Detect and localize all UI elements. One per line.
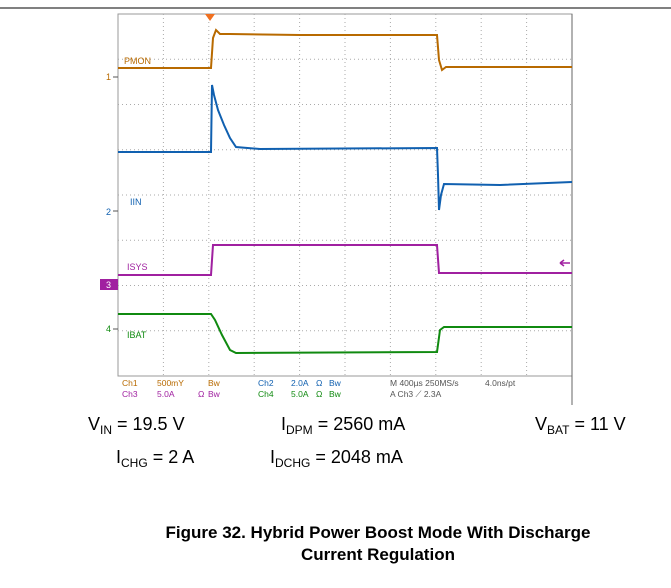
setting: 500mY — [157, 378, 184, 388]
setting: Ω — [198, 389, 204, 399]
setting: Ch2 — [258, 378, 274, 388]
condition: IDPM = 2560 mA — [281, 414, 405, 437]
condition-text: = 2048 mA — [310, 447, 403, 467]
setting: Ch1 — [122, 378, 138, 388]
marker-arrows — [113, 76, 118, 330]
trace-pmon — [118, 28, 572, 72]
condition: IDCHG = 2048 mA — [270, 447, 403, 470]
setting: Ω — [316, 389, 322, 399]
ground-marker: 3 — [106, 280, 111, 290]
setting: Bw — [208, 389, 221, 399]
channel-label: IBAT — [127, 330, 147, 340]
condition-sub: IN — [100, 423, 113, 437]
trace-iin — [118, 84, 573, 211]
trace-ibat — [118, 313, 572, 355]
condition: VIN = 19.5 V — [88, 414, 185, 437]
channel-label: ISYS — [127, 262, 148, 272]
ground-marker: 4 — [106, 324, 111, 334]
setting: Bw — [329, 389, 342, 399]
condition-text: = 11 V — [569, 414, 626, 434]
channel-label: IIN — [130, 197, 142, 207]
condition-text: = 19.5 V — [112, 414, 185, 434]
setting: 5.0A — [291, 389, 309, 399]
condition-symbol: I — [270, 447, 276, 467]
setting: Bw — [329, 378, 342, 388]
figure-caption: Figure 32. Hybrid Power Boost Mode With … — [165, 523, 591, 564]
setting: 4.0ns/pt — [485, 378, 516, 388]
condition-sub: BAT — [547, 423, 570, 437]
ground-marker: 2 — [106, 207, 111, 217]
condition-symbol: V — [535, 414, 548, 434]
setting: Ch3 — [122, 389, 138, 399]
condition-symbol: I — [116, 447, 122, 467]
ground-marker: 1 — [106, 72, 111, 82]
condition-text: = 2560 mA — [312, 414, 406, 434]
condition-sub: DPM — [286, 423, 313, 437]
trigger-level-arrow — [559, 259, 570, 267]
condition: ICHG = 2 A — [116, 447, 194, 470]
setting: Ch4 — [258, 389, 274, 399]
setting: A Ch3 ⟋ 2.3A — [390, 389, 442, 399]
condition-sub: CHG — [121, 456, 148, 470]
setting: 5.0A — [157, 389, 175, 399]
condition-symbol: V — [88, 414, 101, 434]
condition-text: = 2 A — [147, 447, 195, 467]
channel-label: PMON — [124, 56, 151, 66]
condition: VBAT = 11 V — [535, 414, 626, 437]
condition-sub: DCHG — [275, 456, 311, 470]
grid — [118, 14, 572, 376]
ground-marker-box — [100, 279, 118, 290]
setting: M 400µs 250MS/s — [390, 378, 459, 388]
setting: Bw — [208, 378, 221, 388]
trace-isys — [118, 244, 572, 276]
scope-figure: PMON IIN ISYS IBAT 1 2 3 4 Ch1 500mY Bw Ch2… — [0, 7, 671, 405]
setting: 2.0A — [291, 378, 309, 388]
setting: Ω — [316, 378, 322, 388]
condition-symbol: I — [281, 414, 287, 434]
trigger-marker — [205, 14, 215, 21]
settings-bar: Ch1 500mY Bw Ch2 2.0A Ω Bw M 400µs 250MS/s 4.0ns… — [122, 378, 516, 399]
